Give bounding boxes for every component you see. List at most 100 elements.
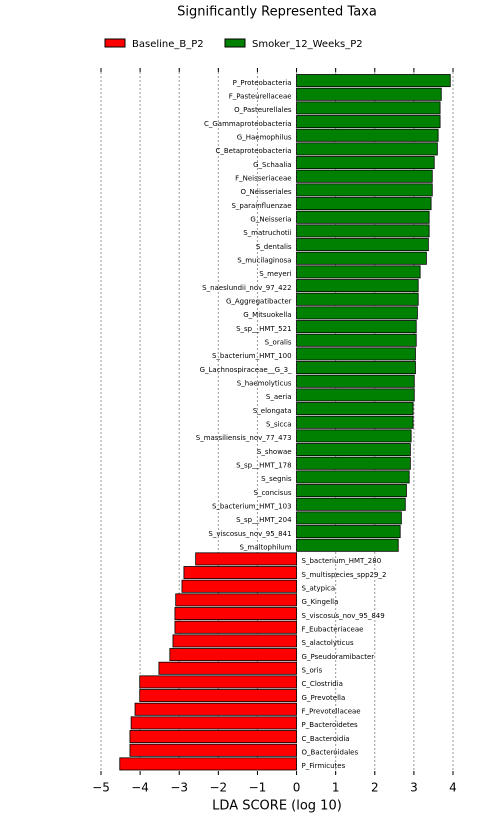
- bar: [296, 470, 410, 484]
- bar: [296, 333, 417, 347]
- bar: [296, 238, 429, 252]
- category-label: S_oris: [302, 667, 323, 675]
- bar: [296, 497, 406, 511]
- bar: [296, 210, 430, 224]
- bar: [296, 320, 417, 334]
- category-label: S_sp__HMT_521: [236, 325, 291, 333]
- bar: [296, 525, 401, 539]
- category-label: C_Clostridia: [302, 680, 343, 688]
- bar: [296, 443, 411, 457]
- category-label: S_alactolyticus: [302, 639, 354, 647]
- category-label: S_atypica: [302, 585, 336, 593]
- category-label: G_Haemophilus: [237, 134, 292, 142]
- bar: [296, 456, 411, 470]
- bar: [296, 347, 416, 361]
- bar: [129, 730, 297, 744]
- category-label: S_naeslundii_nov_97_422: [202, 284, 291, 292]
- bar: [183, 566, 297, 580]
- x-tick-label: 2: [371, 781, 379, 795]
- x-tick-label: 3: [410, 781, 418, 795]
- category-label: G_Kingella: [302, 598, 339, 606]
- bar: [296, 101, 441, 115]
- bar: [296, 279, 419, 293]
- category-label: S_elongata: [253, 407, 292, 415]
- bar: [296, 115, 441, 129]
- x-tick-label: −1: [249, 781, 267, 795]
- bar: [134, 702, 297, 716]
- legend-label: Baseline_B_P2: [132, 39, 204, 50]
- bar: [169, 648, 297, 662]
- x-tick-label: −3: [170, 781, 188, 795]
- bar: [296, 197, 432, 211]
- bar: [175, 593, 297, 607]
- bar: [296, 402, 414, 416]
- bar: [296, 169, 433, 183]
- category-label: S_bacterium_HMT_103: [212, 503, 292, 511]
- chart-title: Significantly Represented Taxa: [177, 5, 377, 20]
- x-tick-label: −5: [92, 781, 110, 795]
- category-label: S_aeria: [266, 393, 292, 401]
- legend-swatch: [104, 38, 126, 48]
- category-label: F_Prevotellaceae: [302, 708, 361, 716]
- category-label: F_Eubacteriaceae: [302, 626, 364, 634]
- category-label: F_Pasteurellaceae: [229, 93, 292, 101]
- bar: [174, 620, 297, 634]
- category-label: G_Aggregatibacter: [226, 298, 292, 306]
- category-label: G_Prevotella: [302, 694, 346, 702]
- category-label: F_Neisseriaceae: [235, 175, 291, 183]
- bar: [296, 251, 427, 265]
- category-label: G_Mitsuokella: [243, 311, 291, 319]
- category-label: S_showae: [257, 448, 292, 456]
- category-label: S_sp__HMT_204: [236, 516, 292, 524]
- bar: [139, 689, 297, 703]
- x-axis-label: LDA SCORE (log 10): [212, 799, 342, 814]
- category-label: C_Betaproteobacteria: [215, 147, 291, 155]
- bar: [296, 292, 419, 306]
- x-tick-label: 0: [293, 781, 301, 795]
- x-tick-label: 4: [449, 781, 457, 795]
- bar: [119, 757, 297, 771]
- category-label: G_Schaalia: [253, 161, 291, 169]
- category-label: S_haemolyticus: [237, 380, 292, 388]
- category-label: S_viscosus_nov_95_841: [208, 530, 291, 538]
- bar: [139, 675, 297, 689]
- category-label: S_massiliensis_nov_77_473: [196, 434, 292, 442]
- category-label: S_bacterium_HMT_100: [212, 352, 292, 360]
- category-label: P_Bacteroidetes: [302, 721, 358, 729]
- category-label: S_viscosus_nov_95_849: [302, 612, 385, 620]
- category-label: O_Neisseriales: [240, 188, 291, 196]
- category-label: S_segnis: [261, 475, 292, 483]
- category-label: S_concisus: [254, 489, 292, 497]
- category-label: O_Pasteurellales: [234, 106, 292, 114]
- category-label: G_Pseudoramibacter: [302, 653, 375, 661]
- bar: [296, 374, 415, 388]
- category-label: S_mucilaginosa: [237, 257, 291, 265]
- category-label: C_Bacteroidia: [302, 735, 350, 743]
- category-label: C_Gammaproteobacteria: [204, 120, 292, 128]
- bar: [296, 361, 416, 375]
- x-tick-label: −4: [131, 781, 149, 795]
- bar: [296, 511, 402, 525]
- category-label: P_Firmicutes: [302, 762, 346, 770]
- bar: [296, 306, 418, 320]
- bar: [296, 74, 451, 88]
- bar: [181, 579, 297, 593]
- bar: [296, 484, 407, 498]
- bar: [172, 634, 297, 648]
- category-label: G_Lachnospiraceae__G_3_: [200, 366, 292, 374]
- legend-swatch: [224, 38, 246, 48]
- x-tick-label: −2: [209, 781, 227, 795]
- legend-label: Smoker_12_Weeks_P2: [252, 39, 363, 50]
- category-label: S_sicca: [266, 421, 292, 429]
- bar: [195, 552, 297, 566]
- category-label: O_Bacteroidales: [302, 749, 359, 757]
- bar: [129, 743, 297, 757]
- bar: [174, 607, 297, 621]
- category-label: S_matruchotii: [243, 229, 291, 237]
- category-label: S_parainfluenzae: [231, 202, 291, 210]
- bar: [296, 388, 415, 402]
- category-label: S_oralis: [265, 339, 292, 347]
- bar: [296, 415, 414, 429]
